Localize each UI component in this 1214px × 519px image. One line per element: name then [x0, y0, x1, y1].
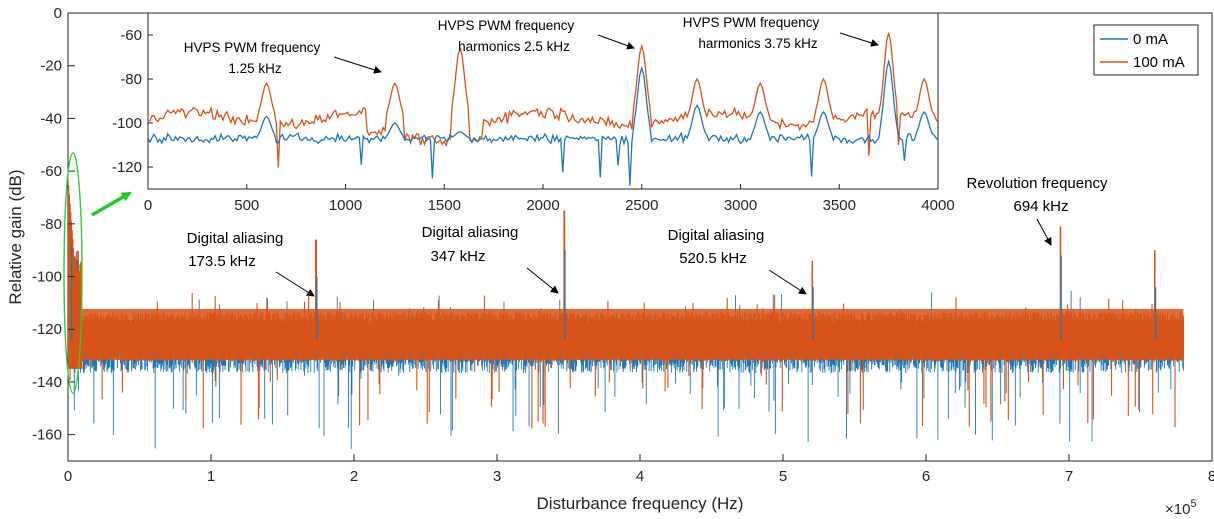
x-axis-label: Disturbance frequency (Hz) — [537, 494, 744, 513]
inset-y-tick-label: -120 — [112, 159, 142, 176]
x-tick-label: 8 — [1208, 468, 1214, 485]
annotation-arrow — [597, 34, 635, 50]
x-multiplier: ×105 — [1165, 498, 1197, 518]
main-ticks: 0 1 2 3 4 5 6 7 8 0 -20 -40 -60 -80 -100 -120 -140 -160 — [32, 5, 1214, 485]
legend-box — [1093, 24, 1199, 76]
x-multiplier-base: ×10 — [1165, 501, 1190, 518]
inset-annotation-pwm-375: HVPS PWM frequency harmonics 3.75 kHz — [683, 15, 879, 51]
annotation-value: 520.5 kHz — [679, 250, 747, 267]
annotation-digital-aliasing-2: Digital aliasing 347 kHz — [422, 224, 559, 294]
inset-y-tick-label: -80 — [120, 71, 142, 88]
inset-plot-area — [147, 12, 939, 190]
inset-series-group — [148, 32, 938, 186]
x-tick-label: 1 — [207, 468, 215, 485]
inset-x-tick-label: 2000 — [526, 197, 559, 214]
x-tick-label: 2 — [350, 468, 358, 485]
x-tick-label: 0 — [64, 468, 72, 485]
inset-x-tick-label: 2500 — [625, 197, 658, 214]
zoom-arrow — [91, 191, 132, 217]
y-tick-label: -120 — [32, 321, 62, 338]
y-tick-label: -160 — [32, 427, 62, 444]
zoom-region-ellipse — [63, 152, 83, 394]
annotation-value: 1.25 kHz — [228, 61, 282, 76]
annotation-title: HVPS PWM frequency — [438, 18, 575, 33]
inset-x-tick-label: 1500 — [428, 197, 461, 214]
legend-label-100ma: 100 mA — [1133, 54, 1185, 71]
annotation-arrow — [526, 267, 559, 294]
legend: 0 mA 100 mA — [1093, 24, 1199, 76]
annotation-title: Digital aliasing — [187, 230, 284, 247]
annotation-value: 694 kHz — [1013, 198, 1068, 215]
y-tick-label: 0 — [54, 5, 62, 22]
inset-x-tick-label: 3500 — [823, 197, 856, 214]
annotation-arrow — [275, 271, 315, 297]
annotation-digital-aliasing-3: Digital aliasing 520.5 kHz — [668, 227, 807, 295]
y-tick-label: -20 — [40, 58, 62, 75]
inset-series-100ma — [148, 32, 938, 168]
inset-x-tick-label: 0 — [144, 197, 152, 214]
y-tick-label: -140 — [32, 374, 62, 391]
inset-x-tick-label: 3000 — [724, 197, 757, 214]
inset-x-tick-label: 500 — [234, 197, 259, 214]
legend-label-0ma: 0 mA — [1133, 31, 1168, 48]
inset-ticks: 0 500 1000 1500 2000 2500 3000 3500 4000 -60 -80 -1… — [112, 27, 955, 214]
annotation-title: HVPS PWM frequency — [184, 40, 321, 55]
inset-y-tick-label: -60 — [120, 27, 142, 44]
y-tick-label: -100 — [32, 269, 62, 286]
x-multiplier-exponent: 5 — [1190, 498, 1196, 510]
x-tick-label: 4 — [636, 468, 644, 485]
inset-x-tick-label: 4000 — [921, 197, 954, 214]
inset-annotation-pwm-250: HVPS PWM frequency harmonics 2.5 kHz — [438, 18, 635, 54]
inset-plot: 0 500 1000 1500 2000 2500 3000 3500 4000 -60 -80 -1… — [112, 12, 955, 214]
annotation-arrow — [768, 269, 807, 295]
inset-annotation-pwm-125: HVPS PWM frequency 1.25 kHz — [184, 40, 382, 76]
annotation-value: 347 kHz — [430, 248, 485, 265]
x-tick-label: 7 — [1065, 468, 1073, 485]
y-axis-label: Relative gain (dB) — [6, 169, 25, 304]
annotation-title: Digital aliasing — [668, 227, 765, 244]
x-tick-label: 6 — [922, 468, 930, 485]
y-tick-label: -60 — [40, 163, 62, 180]
annotation-value: harmonics 3.75 kHz — [698, 36, 818, 51]
noise-band — [82, 308, 1184, 361]
annotation-digital-aliasing-1: Digital aliasing 173.5 kHz — [187, 230, 315, 297]
inset-series-0ma — [148, 58, 938, 186]
x-tick-label: 3 — [493, 468, 501, 485]
x-tick-label: 5 — [779, 468, 787, 485]
annotation-title: Revolution frequency — [967, 175, 1108, 192]
annotation-value: 173.5 kHz — [188, 253, 256, 270]
inset-y-tick-label: -100 — [112, 115, 142, 132]
annotation-title: Digital aliasing — [422, 224, 519, 241]
y-tick-label: -80 — [40, 216, 62, 233]
annotation-title: HVPS PWM frequency — [683, 15, 820, 30]
main-series-group — [68, 176, 1184, 450]
inset-x-tick-label: 1000 — [329, 197, 362, 214]
annotation-value: harmonics 2.5 kHz — [458, 39, 570, 54]
annotation-arrow — [1036, 218, 1052, 246]
y-tick-label: -40 — [40, 110, 62, 127]
annotation-arrow — [333, 56, 382, 74]
annotation-revolution-frequency: Revolution frequency 694 kHz — [967, 175, 1108, 246]
annotation-arrow — [839, 32, 879, 47]
